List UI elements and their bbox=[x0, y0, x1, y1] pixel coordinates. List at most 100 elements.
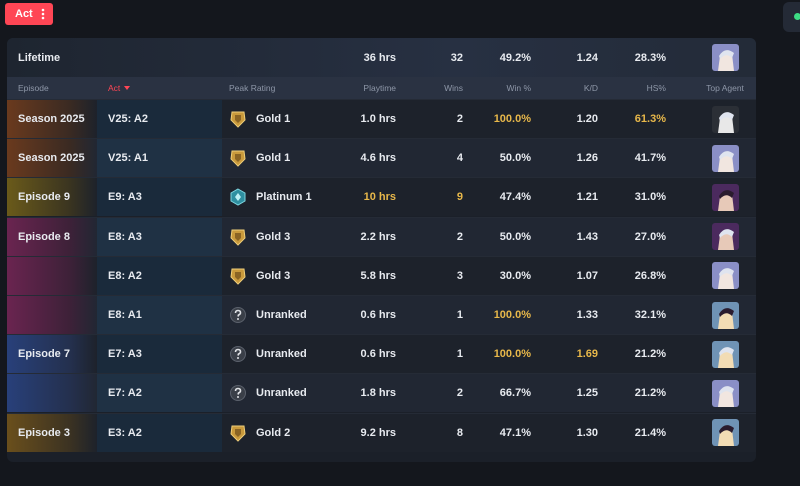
hs-pct-cell: 61.3% bbox=[607, 100, 666, 138]
win-pct: 47.4% bbox=[499, 191, 531, 204]
act: V25: A1 bbox=[108, 152, 148, 165]
act: E7: A3 bbox=[108, 348, 142, 361]
rank: Unranked bbox=[256, 309, 307, 321]
episode-cell bbox=[7, 256, 97, 295]
rank-dot bbox=[237, 318, 239, 320]
avatar-hair bbox=[718, 111, 734, 121]
wins-cell: 2 bbox=[407, 100, 463, 138]
rank: Unranked bbox=[256, 348, 307, 361]
rank-inner bbox=[235, 428, 241, 437]
hs-pct-cell: 31.0% bbox=[607, 178, 666, 216]
episode-cell: Season 2025 bbox=[7, 139, 97, 178]
rank: Gold 3 bbox=[256, 269, 291, 282]
agent-avatar bbox=[711, 301, 739, 329]
wins-cell: 4 bbox=[407, 139, 463, 177]
episode: Episode 3 bbox=[18, 426, 70, 439]
win-pct-cell: 30.0% bbox=[467, 257, 531, 295]
playtime-cell: 4.6 hrs bbox=[307, 139, 396, 177]
win-pct-cell: 100.0% bbox=[467, 100, 531, 138]
act-filter-button[interactable]: Act bbox=[5, 3, 53, 25]
kd: 1.07 bbox=[576, 269, 598, 282]
rank-icon bbox=[230, 385, 246, 402]
avatar-hair bbox=[718, 190, 734, 199]
win-pct: 100.0% bbox=[493, 113, 531, 125]
win-pct: 30.0% bbox=[499, 269, 531, 282]
lifetime-label: Lifetime bbox=[18, 51, 61, 64]
act: E8: A1 bbox=[108, 309, 142, 321]
column-header: Wins bbox=[407, 77, 463, 99]
table-row: Episode 8 E8: A3 Gold 3 2.2 hrs 2 50.0% 1.43 27… bbox=[7, 216, 756, 256]
hs-pct: 41.7% bbox=[634, 152, 666, 165]
avatar-hair bbox=[718, 268, 734, 278]
win-pct-cell: 50.0% bbox=[467, 218, 531, 256]
column-header-label: Win % bbox=[506, 83, 531, 93]
side-widget[interactable] bbox=[783, 2, 800, 32]
lifetime-playtime: 36 hrs bbox=[363, 51, 396, 64]
kd: 1.43 bbox=[576, 230, 598, 243]
rank-cell: Unranked bbox=[229, 335, 349, 373]
episode-cell: Episode 8 bbox=[7, 217, 97, 256]
rank: Gold 2 bbox=[256, 426, 291, 439]
win-pct: 50.0% bbox=[499, 230, 531, 243]
table-row: Episode 3 E3: A2 Gold 2 9.2 hrs 8 47.1% 1.30 21… bbox=[7, 412, 756, 452]
rank: Unranked bbox=[256, 387, 307, 400]
rank-icon bbox=[230, 229, 246, 246]
episode: Season 2025 bbox=[18, 113, 85, 125]
act: E3: A2 bbox=[108, 426, 142, 439]
avatar-hair bbox=[718, 150, 734, 160]
column-header-label: Act bbox=[108, 83, 121, 93]
win-pct: 50.0% bbox=[499, 152, 531, 165]
agent-avatar bbox=[711, 419, 739, 447]
rank-dot bbox=[237, 396, 239, 399]
column-header-label: Playtime bbox=[363, 83, 396, 93]
agent-cell bbox=[687, 178, 756, 216]
column-header-label: Top Agent bbox=[706, 83, 744, 93]
kd: 1.30 bbox=[576, 426, 598, 439]
kd: 1.20 bbox=[576, 113, 598, 125]
agent-avatar bbox=[711, 44, 739, 71]
wins-cell: 1 bbox=[407, 335, 463, 373]
rank-icon bbox=[230, 425, 246, 442]
agent-cell bbox=[687, 374, 756, 412]
playtime-cell: 9.2 hrs bbox=[307, 414, 396, 452]
act-cell: E8: A1 bbox=[97, 296, 222, 334]
act-cell: V25: A2 bbox=[97, 100, 222, 138]
hs-pct-cell: 21.2% bbox=[607, 335, 666, 373]
column-header: Win % bbox=[467, 77, 531, 99]
avatar-hair bbox=[718, 307, 734, 317]
column-header: Playtime bbox=[307, 77, 396, 99]
rank-inner bbox=[234, 309, 242, 317]
playtime-cell: 0.6 hrs bbox=[307, 335, 396, 373]
win-pct: 47.1% bbox=[499, 426, 531, 439]
win-pct-cell: 47.4% bbox=[467, 178, 531, 216]
wins: 2 bbox=[456, 113, 463, 125]
avatar-hair bbox=[718, 386, 734, 395]
agent-cell bbox=[687, 257, 756, 295]
win-pct: 100.0% bbox=[493, 309, 531, 321]
wins: 1 bbox=[456, 309, 463, 321]
act-cell: E3: A2 bbox=[97, 413, 222, 452]
rank-cell: Unranked bbox=[229, 374, 349, 412]
playtime: 9.2 hrs bbox=[360, 426, 396, 439]
playtime-cell: 1.0 hrs bbox=[307, 100, 396, 138]
kd-cell: 1.30 bbox=[537, 414, 598, 452]
playtime: 0.6 hrs bbox=[360, 309, 396, 321]
agent-avatar bbox=[711, 340, 739, 368]
column-header: Episode bbox=[7, 77, 97, 99]
rank-inner bbox=[235, 271, 241, 280]
rank: Gold 1 bbox=[256, 113, 291, 125]
win-pct: 100.0% bbox=[493, 348, 531, 361]
episode-cell: Episode 7 bbox=[7, 335, 97, 374]
act: V25: A2 bbox=[108, 113, 148, 125]
rank-cell: Gold 2 bbox=[229, 414, 349, 452]
avatar-hair bbox=[718, 425, 734, 435]
wins-cell: 9 bbox=[407, 178, 463, 216]
playtime-cell: 2.2 hrs bbox=[307, 218, 396, 256]
avatar-hair bbox=[718, 229, 734, 239]
rank-cell: Gold 3 bbox=[229, 257, 349, 295]
act-cell: E8: A3 bbox=[97, 217, 222, 256]
act: E8: A3 bbox=[108, 230, 142, 243]
wins-cell: 2 bbox=[407, 374, 463, 412]
hs-pct: 27.0% bbox=[634, 230, 666, 243]
